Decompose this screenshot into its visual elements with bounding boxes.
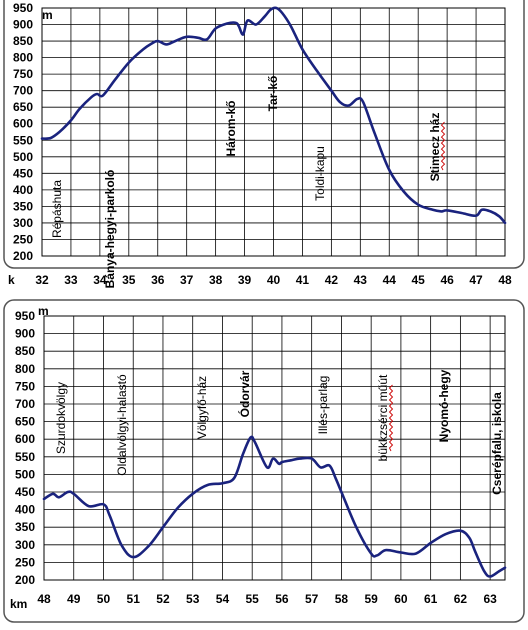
y-tick-label: 200 bbox=[13, 249, 33, 263]
waypoint-label: Oldalvölgyi-halastó bbox=[115, 374, 129, 476]
y-tick-label: 450 bbox=[15, 485, 35, 499]
waypoint-label: Szurdokvölgy bbox=[54, 382, 68, 454]
waypoint-label: Cserépfalu, iskola bbox=[490, 392, 504, 495]
waypoint-label: Répáshuta bbox=[50, 180, 64, 238]
y-tick-label: 200 bbox=[15, 573, 35, 587]
y-tick-label: 950 bbox=[15, 309, 35, 323]
y-tick-label: 900 bbox=[15, 327, 35, 341]
y-tick-label: 300 bbox=[15, 538, 35, 552]
y-unit-label: m bbox=[38, 304, 49, 318]
x-tick-label: 32 bbox=[35, 273, 49, 287]
y-tick-label: 950 bbox=[13, 1, 33, 15]
x-tick-label: 58 bbox=[335, 592, 349, 606]
elevation-chart-upper: 200 250 300 350 400 450 500 550 600 650 700 750 800 8… bbox=[3, 0, 525, 289]
x-tick-label: 63 bbox=[483, 592, 497, 606]
x-tick-label: 61 bbox=[424, 592, 438, 606]
waypoint-label: Nyomó-hegy bbox=[437, 369, 451, 442]
elevation-line bbox=[42, 435, 507, 578]
y-tick-label: 550 bbox=[13, 133, 33, 147]
y-tick-label: 650 bbox=[13, 100, 33, 114]
x-tick-label: 43 bbox=[354, 273, 368, 287]
x-tick-label: 36 bbox=[151, 273, 165, 287]
spellcheck-underline bbox=[388, 384, 394, 452]
waypoint-label: Bánya-hegyi-parkoló bbox=[103, 170, 117, 289]
y-tick-label: 850 bbox=[13, 34, 33, 48]
y-tick-label: 600 bbox=[13, 117, 33, 131]
y-tick-label: 650 bbox=[15, 415, 35, 429]
y-tick-label: 400 bbox=[13, 183, 33, 197]
x-tick-label: 46 bbox=[440, 273, 454, 287]
x-tick-label: 37 bbox=[180, 273, 194, 287]
x-tick-label: 38 bbox=[209, 273, 223, 287]
x-tick-label: 49 bbox=[67, 592, 81, 606]
x-tick-label: 45 bbox=[412, 273, 426, 287]
waypoint-label: Ódorvár bbox=[237, 370, 252, 417]
y-tick-label: 750 bbox=[13, 67, 33, 81]
y-tick-label: 600 bbox=[15, 432, 35, 446]
y-tick-label: 400 bbox=[15, 503, 35, 517]
x-tick-label: 41 bbox=[296, 273, 310, 287]
waypoint-label: Három-kő bbox=[224, 100, 238, 156]
x-tick-label: 50 bbox=[97, 592, 111, 606]
y-tick-label: 850 bbox=[15, 344, 35, 358]
waypoint-label: Illés-parlag bbox=[316, 376, 330, 435]
y-tick-label: 300 bbox=[13, 216, 33, 230]
x-tick-label: 47 bbox=[469, 273, 483, 287]
y-unit-label: m bbox=[42, 8, 53, 22]
y-tick-label: 450 bbox=[13, 166, 33, 180]
waypoint-label: Tar-kő bbox=[266, 76, 280, 112]
y-tick-label: 500 bbox=[13, 150, 33, 164]
waypoint-label: Stimecz ház bbox=[428, 113, 442, 182]
y-tick-label: 250 bbox=[15, 555, 35, 569]
y-tick-label: 800 bbox=[13, 51, 33, 65]
x-tick-label: 35 bbox=[122, 273, 136, 287]
elevation-line bbox=[40, 6, 507, 225]
y-tick-label: 250 bbox=[13, 232, 33, 246]
x-tick-label: 33 bbox=[64, 273, 78, 287]
x-unit-label: k bbox=[8, 273, 15, 287]
waypoint-label: Völgyfő-ház bbox=[195, 376, 209, 439]
x-tick-label: 60 bbox=[394, 592, 408, 606]
elevation-chart-lower: 200 250 300 350 400 450 500 550 600 650 700 750 800 8… bbox=[3, 299, 525, 623]
x-unit-label: km bbox=[10, 597, 27, 611]
plot-area bbox=[43, 315, 506, 581]
x-tick-label: 34 bbox=[93, 273, 107, 287]
waypoint-label: Toldi-kapu bbox=[313, 146, 327, 201]
x-tick-label: 48 bbox=[498, 273, 512, 287]
y-tick-label: 500 bbox=[15, 467, 35, 481]
chart-frame bbox=[3, 0, 525, 269]
y-tick-label: 350 bbox=[13, 199, 33, 213]
x-tick-label: 53 bbox=[186, 592, 200, 606]
x-tick-label: 55 bbox=[246, 592, 260, 606]
x-tick-label: 54 bbox=[216, 592, 230, 606]
x-tick-label: 48 bbox=[37, 592, 51, 606]
waypoint-label: bükkzsérci műút bbox=[376, 374, 390, 461]
x-tick-label: 40 bbox=[267, 273, 281, 287]
y-tick-label: 800 bbox=[15, 362, 35, 376]
spellcheck-underline bbox=[440, 121, 446, 171]
x-tick-label: 52 bbox=[156, 592, 170, 606]
y-tick-label: 550 bbox=[15, 450, 35, 464]
x-tick-label: 39 bbox=[238, 273, 252, 287]
x-tick-label: 59 bbox=[364, 592, 378, 606]
x-tick-label: 62 bbox=[454, 592, 468, 606]
x-tick-label: 57 bbox=[305, 592, 319, 606]
y-tick-label: 700 bbox=[15, 397, 35, 411]
y-tick-label: 750 bbox=[15, 379, 35, 393]
x-tick-label: 51 bbox=[127, 592, 141, 606]
y-tick-label: 900 bbox=[13, 18, 33, 32]
y-tick-label: 700 bbox=[13, 84, 33, 98]
x-tick-label: 56 bbox=[275, 592, 289, 606]
y-tick-label: 350 bbox=[15, 520, 35, 534]
x-tick-label: 42 bbox=[325, 273, 339, 287]
x-tick-label: 44 bbox=[383, 273, 397, 287]
